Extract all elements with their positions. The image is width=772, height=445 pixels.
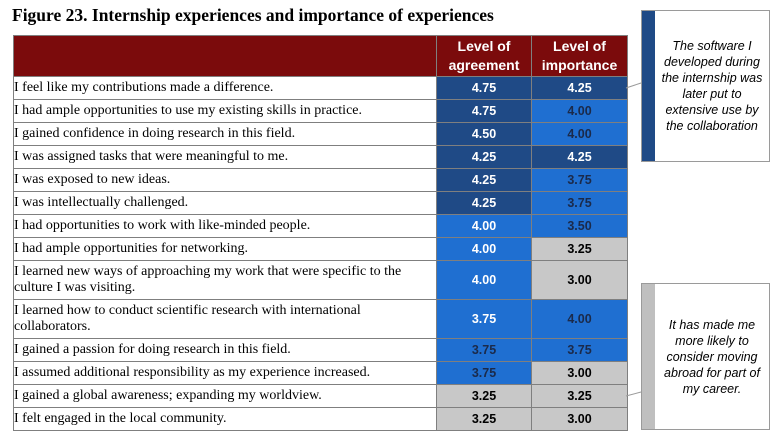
agreement-value: 3.75 [436, 338, 532, 362]
table-row: I was exposed to new ideas. 4.25 3.75 [13, 168, 628, 192]
importance-value: 4.00 [531, 99, 628, 123]
importance-value: 4.25 [531, 76, 628, 100]
importance-value: 3.00 [531, 407, 628, 431]
table-row: I was intellectually challenged. 4.25 3.… [13, 191, 628, 215]
importance-value: 4.00 [531, 122, 628, 146]
importance-value: 4.00 [531, 299, 628, 339]
table-row: I learned how to conduct scientific rese… [13, 299, 628, 339]
table-row: I had ample opportunities to use my exis… [13, 99, 628, 123]
agreement-value: 4.00 [436, 214, 532, 238]
table-row: I gained confidence in doing research in… [13, 122, 628, 146]
header-agreement: Level of agreement [436, 35, 532, 77]
callout-1-connector [625, 82, 642, 89]
row-label: I had ample opportunities for networking… [13, 237, 437, 261]
experiences-table: Level of agreement Level of importance I… [13, 35, 628, 431]
agreement-value: 4.25 [436, 145, 532, 169]
table-row: I learned new ways of approaching my wor… [13, 260, 628, 300]
table-row: I feel like my contributions made a diff… [13, 76, 628, 100]
agreement-value: 4.25 [436, 168, 532, 192]
importance-value: 3.50 [531, 214, 628, 238]
callout-text: The software I developed during the inte… [661, 39, 763, 133]
header-row: Level of agreement Level of importance [13, 35, 628, 77]
importance-value: 3.25 [531, 237, 628, 261]
agreement-value: 4.25 [436, 191, 532, 215]
row-label: I gained a passion for doing research in… [13, 338, 437, 362]
agreement-value: 4.75 [436, 76, 532, 100]
callout-accent-bar [642, 11, 655, 161]
row-label: I gained confidence in doing research in… [13, 122, 437, 146]
importance-value: 4.25 [531, 145, 628, 169]
callout-accent-bar [642, 284, 655, 429]
table-row: I gained a passion for doing research in… [13, 338, 628, 362]
agreement-value: 4.50 [436, 122, 532, 146]
importance-value: 3.75 [531, 168, 628, 192]
importance-value: 3.00 [531, 260, 628, 300]
row-label: I learned new ways of approaching my wor… [13, 260, 437, 300]
callout-quote-abroad: It has made me more likely to consider m… [641, 283, 770, 430]
header-blank-cell [13, 35, 437, 77]
row-label: I had opportunities to work with like-mi… [13, 214, 437, 238]
row-label: I assumed additional responsibility as m… [13, 361, 437, 385]
agreement-value: 3.75 [436, 299, 532, 339]
agreement-value: 4.00 [436, 260, 532, 300]
callout-quote-software: The software I developed during the inte… [641, 10, 770, 162]
agreement-value: 4.75 [436, 99, 532, 123]
row-label: I was intellectually challenged. [13, 191, 437, 215]
header-importance: Level of importance [531, 35, 628, 77]
agreement-value: 4.00 [436, 237, 532, 261]
callout-text: It has made me more likely to consider m… [664, 317, 760, 396]
row-label: I learned how to conduct scientific rese… [13, 299, 437, 339]
row-label: I was assigned tasks that were meaningfu… [13, 145, 437, 169]
table-row: I was assigned tasks that were meaningfu… [13, 145, 628, 169]
row-label: I felt engaged in the local community. [13, 407, 437, 431]
agreement-value: 3.25 [436, 407, 532, 431]
row-label: I had ample opportunities to use my exis… [13, 99, 437, 123]
agreement-value: 3.25 [436, 384, 532, 408]
importance-value: 3.75 [531, 338, 628, 362]
importance-value: 3.25 [531, 384, 628, 408]
row-label: I feel like my contributions made a diff… [13, 76, 437, 100]
importance-value: 3.00 [531, 361, 628, 385]
row-label: I was exposed to new ideas. [13, 168, 437, 192]
callout-2-connector [625, 391, 642, 397]
table-row: I gained a global awareness; expanding m… [13, 384, 628, 408]
table-row: I had ample opportunities for networking… [13, 237, 628, 261]
table-row: I assumed additional responsibility as m… [13, 361, 628, 385]
figure-title: Figure 23. Internship experiences and im… [12, 5, 494, 25]
table-row: I had opportunities to work with like-mi… [13, 214, 628, 238]
agreement-value: 3.75 [436, 361, 532, 385]
table-row: I felt engaged in the local community. 3… [13, 407, 628, 431]
row-label: I gained a global awareness; expanding m… [13, 384, 437, 408]
importance-value: 3.75 [531, 191, 628, 215]
